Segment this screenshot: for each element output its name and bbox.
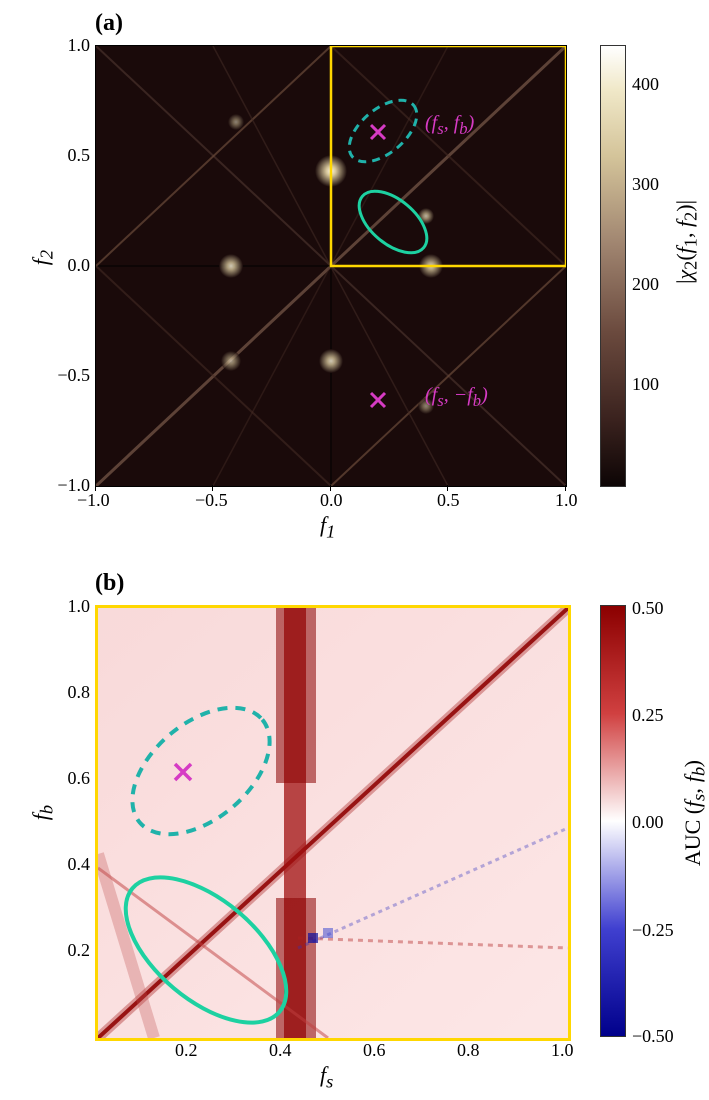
cbb-tick--05: −0.50 [632, 1026, 674, 1047]
panel-b-colorbar [600, 605, 626, 1037]
panel-a-xlabel: f1 [320, 512, 335, 542]
yb-tick-10: 1.0 [60, 596, 90, 617]
xb-tick-02: 0.2 [175, 1040, 198, 1061]
xb-tick-10: 1.0 [551, 1040, 574, 1061]
xa-tick-0: 0.0 [320, 490, 343, 511]
annotation-fs-fb: (fs, fb) [425, 112, 474, 139]
yb-tick-06: 0.6 [60, 768, 90, 789]
cbb-tick--025: −0.25 [632, 920, 674, 941]
yb-tick-04: 0.4 [60, 854, 90, 875]
cbb-tick-025: 0.25 [632, 705, 664, 726]
ya-tick-1: 1.0 [60, 35, 90, 56]
cbb-tick-0: 0.00 [632, 812, 664, 833]
panel-a-colorbar [600, 45, 626, 487]
ya-tick-0: 0.0 [60, 255, 90, 276]
yb-tick-02: 0.2 [60, 940, 90, 961]
cbb-tick-05: 0.50 [632, 598, 664, 619]
panel-a-label: (a) [95, 10, 123, 37]
ya-tick-05: 0.5 [60, 145, 90, 166]
panel-b-ylabel: fb [28, 805, 57, 820]
yb-tick-08: 0.8 [60, 682, 90, 703]
panel-b-label: (b) [95, 570, 124, 597]
tick-mark [330, 485, 331, 491]
panel-b-cblabel: AUC (fs, fb) [680, 760, 709, 866]
cba-tick-400: 400 [632, 74, 659, 95]
xb-tick-06: 0.6 [363, 1040, 386, 1061]
xb-tick-08: 0.8 [457, 1040, 480, 1061]
panel-b-xlabel: fs [320, 1062, 333, 1092]
tick-mark [95, 485, 96, 491]
xa-tick-05: 0.5 [437, 490, 460, 511]
panel-a-ylabel: f2 [28, 250, 57, 265]
xa-tick-1: 1.0 [555, 490, 578, 511]
xa-tick--05: −0.5 [195, 490, 228, 511]
cba-tick-200: 200 [632, 274, 659, 295]
tick-mark [565, 485, 566, 491]
panel-b-heatmap [95, 605, 571, 1041]
ya-tick--1: −1.0 [48, 475, 90, 496]
ya-tick--05: −0.5 [48, 365, 90, 386]
annotation-fs-neg-fb: (fs, −fb) [425, 384, 488, 411]
tick-mark [447, 485, 448, 491]
xb-tick-04: 0.4 [269, 1040, 292, 1061]
panel-a-heatmap [95, 45, 567, 487]
panel-a-cblabel: |χ2(f1, f2)| [672, 200, 701, 284]
cba-tick-100: 100 [632, 374, 659, 395]
tick-mark [212, 485, 213, 491]
cba-tick-300: 300 [632, 174, 659, 195]
